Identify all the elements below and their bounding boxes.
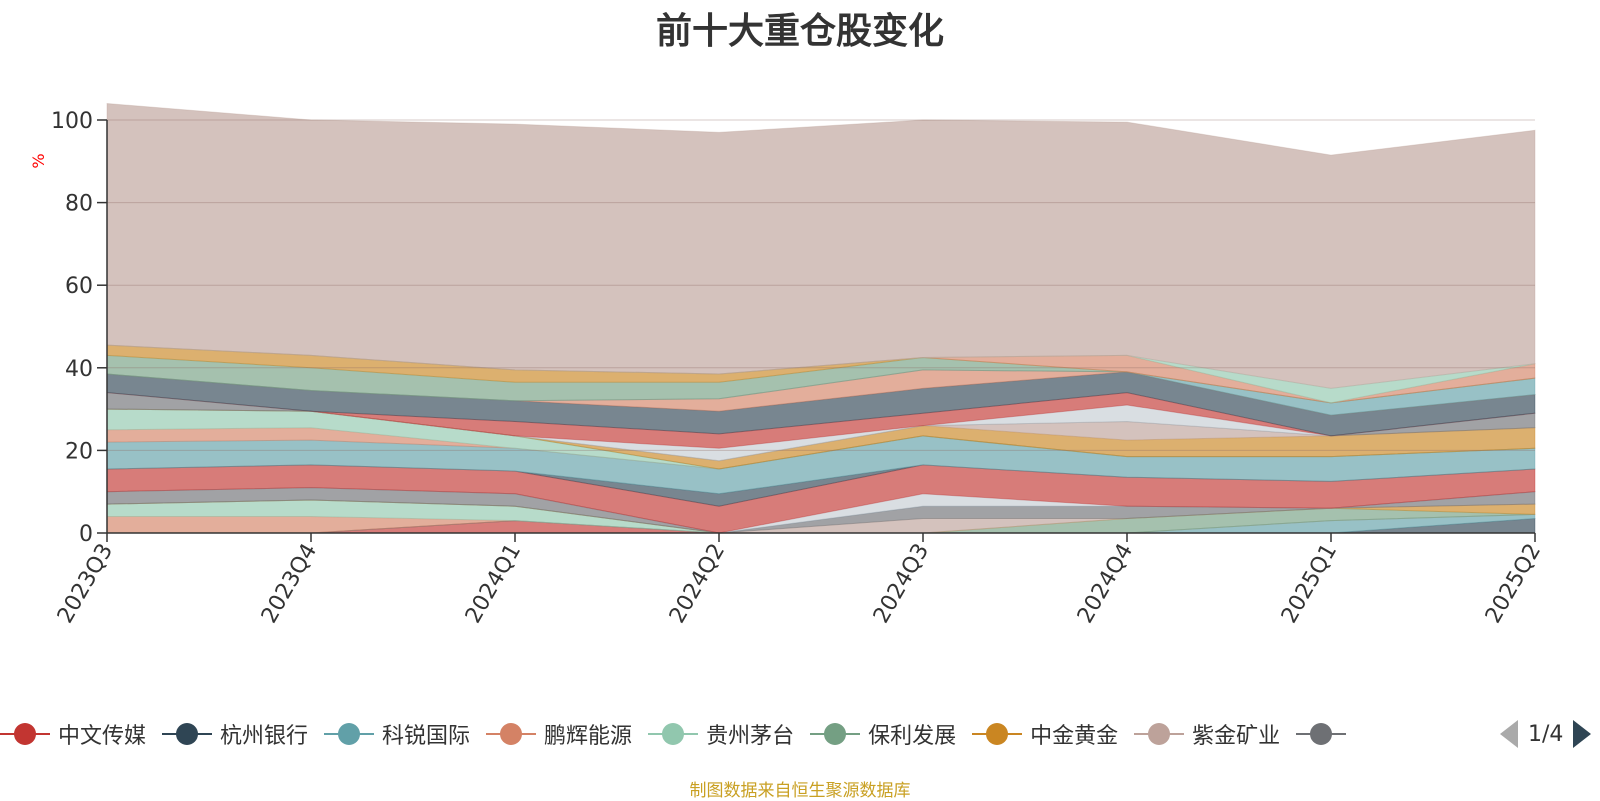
legend-swatch-icon (324, 723, 375, 745)
area-series-29[interactable] (106, 102, 1536, 389)
y-tick-label: 20 (65, 439, 93, 464)
legend-item[interactable]: 保利发展 (810, 712, 956, 756)
x-tick-label: 2025Q2 (1481, 540, 1546, 628)
legend-label: 中金黄金 (1030, 724, 1119, 749)
y-tick-label: 0 (79, 522, 93, 547)
legend-item[interactable]: 紫金矿业 (1134, 712, 1280, 756)
legend-item[interactable]: 中文传媒 (0, 712, 146, 756)
legend-label: 紫金矿业 (1192, 724, 1281, 749)
legend-swatch-icon (162, 723, 213, 745)
legend-prev-arrow-icon[interactable] (1498, 718, 1520, 750)
y-tick-label: 80 (65, 192, 93, 217)
x-tick-label: 2024Q3 (869, 540, 934, 628)
y-tick-label: 60 (65, 274, 93, 299)
y-axis-label: % (29, 153, 48, 168)
legend-label: 贵州茅台 (706, 724, 795, 749)
chart-title: 前十大重仓股变化 (655, 11, 944, 52)
legend-label: 保利发展 (868, 724, 957, 749)
x-tick-label: 2024Q2 (665, 540, 730, 628)
stacked-area-chart: 0 20 40 60 80 100 2023Q3 2023Q4 2024Q1 2024Q2 2024… (29, 102, 1546, 628)
area-series-27[interactable] (106, 344, 1536, 404)
legend-swatch-icon (810, 723, 861, 745)
legend-item[interactable]: 中金黄金 (972, 712, 1118, 756)
x-tick-label: 2024Q1 (461, 540, 526, 628)
x-tick-label: 2025Q1 (1277, 540, 1342, 628)
legend-label: 科锐国际 (382, 724, 471, 749)
legend-pager: 1/4 (1498, 716, 1593, 752)
legend-swatch-icon (972, 723, 1023, 745)
x-tick-label: 2023Q4 (257, 540, 322, 628)
legend-item[interactable]: 科锐国际 (324, 712, 470, 756)
y-tick-label: 100 (51, 109, 93, 134)
legend-swatch-icon (0, 723, 50, 745)
legend-swatch-icon (648, 723, 699, 745)
legend-swatch-icon (486, 723, 537, 745)
legend-page-indicator: 1/4 (1528, 721, 1564, 747)
area-series-8[interactable] (106, 487, 1536, 534)
legend-swatch-icon (1134, 723, 1185, 745)
legend-item[interactable]: 贵州茅台 (648, 712, 794, 756)
legend-item[interactable]: 杭州银行 (162, 712, 308, 756)
data-source-note: 制图数据来自恒生聚源数据库 (689, 781, 911, 801)
area-series-13[interactable] (106, 435, 1536, 495)
legend: 中文传媒 杭州银行 科锐国际 鹏辉能源 贵州茅台 保利发展 中金黄金 紫金矿业 (0, 712, 1490, 756)
legend-label: 杭州银行 (220, 724, 309, 749)
legend-label: 中文传媒 (58, 724, 147, 749)
x-tick-label: 2023Q3 (53, 540, 118, 628)
legend-label: 鹏辉能源 (544, 724, 633, 749)
area-series-15[interactable] (106, 408, 1536, 470)
legend-item[interactable] (1296, 712, 1354, 756)
x-tick-label: 2024Q4 (1073, 540, 1138, 628)
legend-item[interactable]: 鹏辉能源 (486, 712, 632, 756)
legend-next-arrow-icon[interactable] (1571, 718, 1593, 750)
y-tick-label: 40 (65, 357, 93, 382)
legend-swatch-icon (1296, 723, 1347, 745)
